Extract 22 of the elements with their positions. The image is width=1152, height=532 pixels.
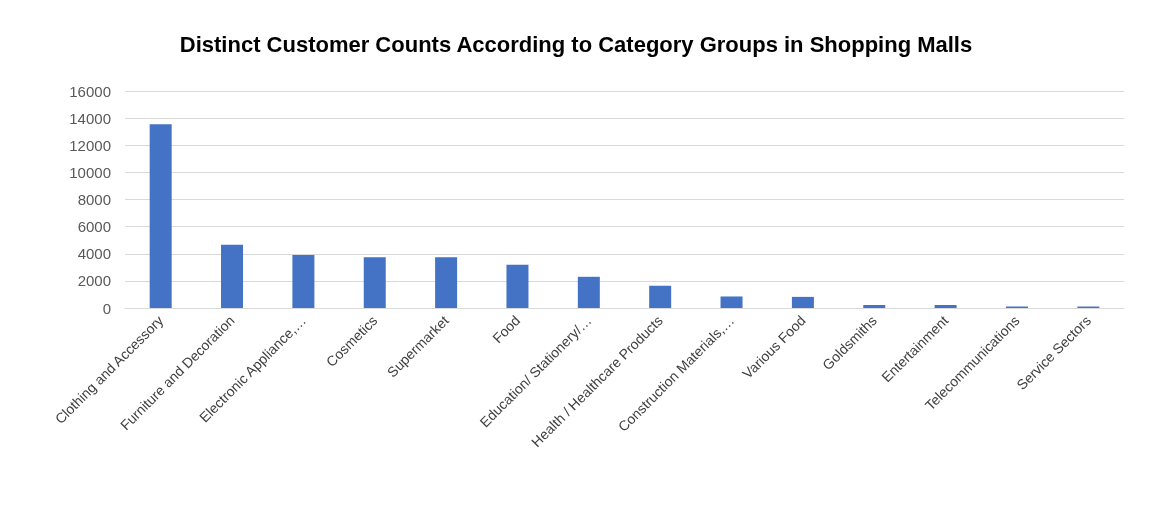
y-tick-label: 8000 xyxy=(77,191,111,208)
bar xyxy=(221,244,244,308)
chart-title: Distinct Customer Counts According to Category Groups in Shopping Malls xyxy=(179,31,973,57)
y-tick-label: 6000 xyxy=(77,218,111,236)
y-tick-label: 16000 xyxy=(69,82,111,100)
y-tick-label: 0 xyxy=(102,299,111,317)
bar xyxy=(791,296,814,308)
bar xyxy=(363,257,386,308)
bar xyxy=(292,255,315,308)
y-tick-label: 12000 xyxy=(69,136,111,154)
bar xyxy=(149,124,172,308)
bar xyxy=(934,305,957,308)
bar xyxy=(863,305,886,308)
bar xyxy=(720,296,743,308)
y-tick-label: 4000 xyxy=(77,245,111,263)
bar xyxy=(649,285,672,308)
bar xyxy=(435,257,458,308)
y-tick-label: 14000 xyxy=(69,109,111,127)
y-tick-label: 2000 xyxy=(77,272,111,290)
bar xyxy=(506,264,529,308)
y-tick-label: 10000 xyxy=(69,163,111,181)
bar xyxy=(577,276,600,308)
